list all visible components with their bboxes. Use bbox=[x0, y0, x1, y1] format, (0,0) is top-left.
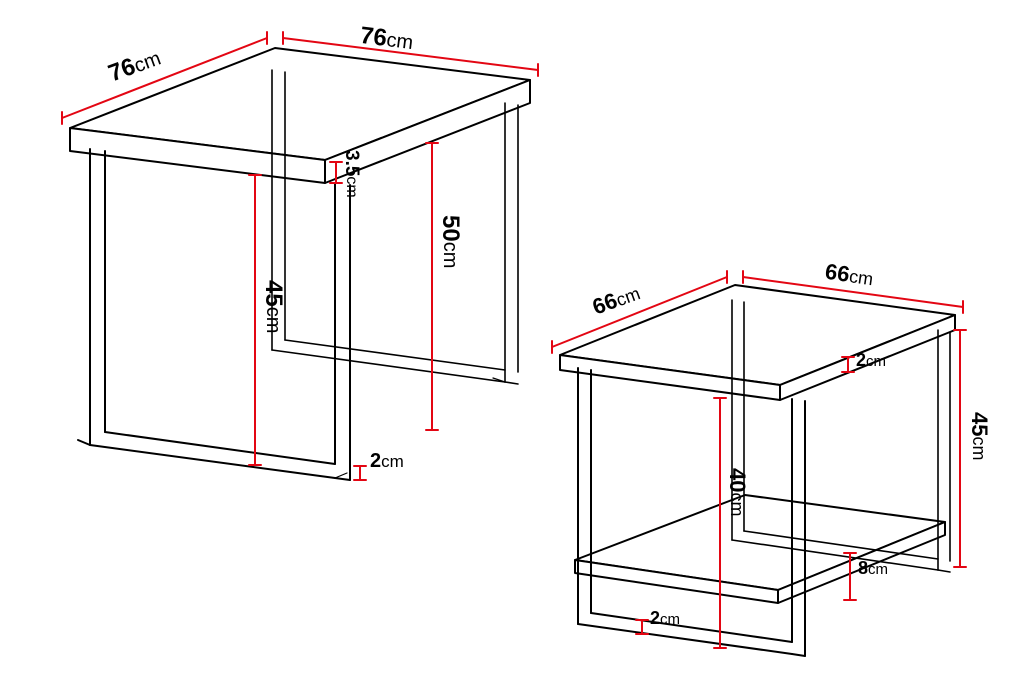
dim-B-bar: 2cm bbox=[650, 608, 680, 629]
dim-A-thickness: 3.5cm bbox=[340, 150, 362, 198]
dim-B-height: 45cm bbox=[966, 412, 992, 460]
dim-A-leg: 45cm bbox=[259, 280, 287, 333]
dim-B-shelf: 8cm bbox=[858, 558, 888, 579]
dim-A-bar: 2cm bbox=[370, 450, 404, 473]
dim-A-height: 50cm bbox=[436, 215, 464, 268]
dim-B-thickness: 2cm bbox=[856, 350, 886, 371]
dim-B-leg: 40cm bbox=[724, 468, 750, 516]
dimension-drawing: 76cm 76cm 3.5cm 50cm 45cm 2cm 66cm 66cm … bbox=[0, 0, 1020, 678]
